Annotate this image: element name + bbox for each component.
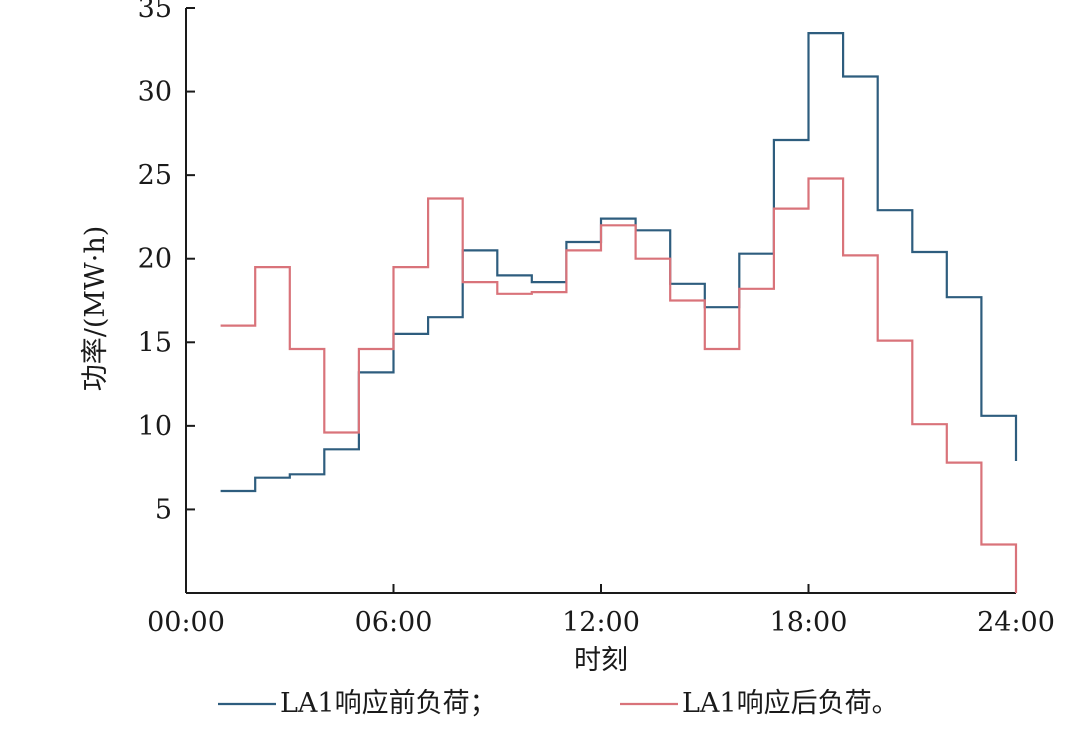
y-tick-label: 35: [138, 0, 172, 24]
y-tick-label: 20: [138, 244, 172, 275]
x-tick-label: 12:00: [562, 607, 640, 638]
x-tick-label: 24:00: [977, 607, 1055, 638]
legend-label-2: LA1响应后负荷。: [682, 688, 899, 719]
x-tick-label: 18:00: [770, 607, 848, 638]
legend-label-1: LA1响应前负荷；: [280, 688, 497, 719]
y-tick-label: 10: [138, 411, 172, 442]
y-axis-title: 功率/(MW·h): [80, 226, 111, 392]
x-tick-label: 00:00: [147, 607, 225, 638]
axes: [185, 7, 1017, 594]
y-tick-label: 5: [155, 494, 172, 525]
legend: LA1响应前负荷； LA1响应后负荷。: [218, 688, 899, 719]
y-tick-label: 25: [138, 160, 172, 191]
y-tick-label: 30: [138, 77, 172, 108]
x-tick-label: 06:00: [355, 607, 433, 638]
axis-labels: 5 10 15 20 25 30 35 00:00 06:00 12:00 18:00 24:00 时刻…: [80, 0, 1055, 676]
x-axis-title: 时刻: [574, 645, 628, 676]
series-lines: [220, 32, 1018, 593]
series-line-1: [220, 32, 1018, 493]
series-line-2: [220, 177, 1018, 593]
y-tick-label: 15: [138, 327, 172, 358]
